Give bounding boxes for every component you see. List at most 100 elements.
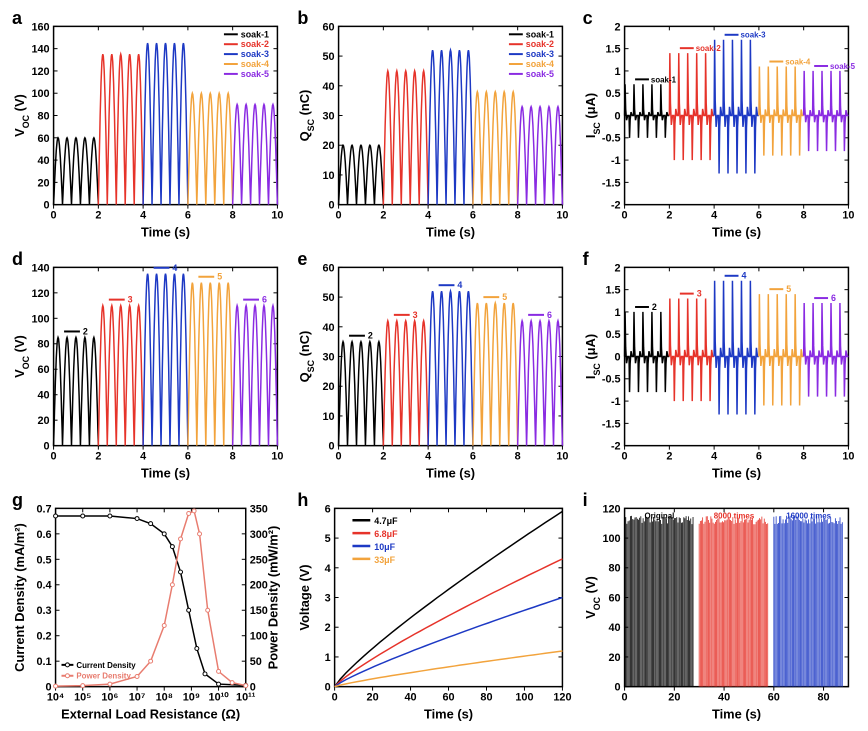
svg-text:20: 20 [323,381,335,393]
svg-text:VOC (V): VOC (V) [12,335,31,378]
svg-text:0: 0 [44,440,50,452]
panel-label-d: d [12,249,23,270]
svg-text:50: 50 [323,292,335,304]
svg-text:0: 0 [250,681,256,693]
panel-b: b02468100102030405060Time (s)QSC (nC)soa… [295,10,572,243]
svg-text:120: 120 [554,691,572,703]
svg-text:2: 2 [614,262,620,274]
svg-text:0: 0 [614,681,620,693]
svg-text:soak-1: soak-1 [526,29,554,39]
svg-text:ISC (μA): ISC (μA) [583,334,602,379]
svg-text:6: 6 [185,210,191,222]
svg-text:4: 4 [711,210,717,222]
svg-text:soak-5: soak-5 [241,69,269,79]
svg-text:50: 50 [323,51,335,63]
panel-label-g: g [12,490,23,511]
svg-text:10⁷: 10⁷ [129,691,146,703]
svg-text:Power Density (mW/m²): Power Density (mW/m²) [265,525,280,669]
svg-text:soak-2: soak-2 [526,39,554,49]
svg-text:10: 10 [323,170,335,182]
panel-h: h0204060801001200123456Time (s)Voltage (… [295,492,572,725]
svg-text:140: 140 [31,262,49,274]
svg-text:2: 2 [95,210,101,222]
svg-text:0.2: 0.2 [36,630,51,642]
svg-text:6: 6 [756,450,762,462]
panel-label-c: c [583,8,593,29]
panel-label-a: a [12,8,22,29]
panel-i: i020406080020406080100120Time (s)VOC (V)… [581,492,858,725]
svg-text:Original: Original [644,511,674,520]
svg-text:1: 1 [325,652,331,664]
svg-text:0: 0 [621,691,627,703]
svg-text:soak-2: soak-2 [695,44,721,53]
svg-text:60: 60 [38,133,50,145]
chart-grid: a0246810020406080100120140160Time (s)VOC… [10,10,858,721]
svg-text:soak-3: soak-3 [526,49,554,59]
svg-text:0.5: 0.5 [36,554,51,566]
svg-text:8: 8 [230,210,236,222]
svg-text:60: 60 [608,592,620,604]
svg-text:1: 1 [614,66,620,78]
svg-text:20: 20 [608,652,620,664]
svg-text:50: 50 [250,656,262,668]
svg-text:QSC (nC): QSC (nC) [297,90,316,142]
svg-text:-1: -1 [611,396,621,408]
svg-text:100: 100 [31,313,49,325]
svg-text:0.5: 0.5 [605,88,620,100]
svg-text:6: 6 [831,293,836,303]
svg-text:0: 0 [44,200,50,212]
svg-text:8: 8 [230,450,236,462]
svg-text:60: 60 [443,691,455,703]
svg-text:60: 60 [767,691,779,703]
svg-text:soak-5: soak-5 [526,69,554,79]
svg-text:Voltage (V): Voltage (V) [297,564,312,630]
svg-text:6: 6 [756,210,762,222]
svg-text:60: 60 [323,21,335,33]
svg-text:80: 80 [38,110,50,122]
svg-text:-1.5: -1.5 [602,177,621,189]
svg-text:80: 80 [38,339,50,351]
svg-text:40: 40 [323,81,335,93]
svg-text:80: 80 [817,691,829,703]
svg-text:10⁸: 10⁸ [156,691,173,703]
svg-text:6: 6 [325,503,331,515]
svg-text:10: 10 [323,411,335,423]
svg-text:External Load Resistance (Ω): External Load Resistance (Ω) [61,706,240,721]
svg-text:1.5: 1.5 [605,44,620,56]
svg-text:16000 times: 16000 times [786,511,831,520]
svg-text:0: 0 [329,440,335,452]
svg-text:0.4: 0.4 [36,579,51,591]
panel-g: g10⁴10⁵10⁶10⁷10⁸10⁹10¹⁰10¹¹00.10.20.30.4… [10,492,287,725]
svg-text:4.7μF: 4.7μF [375,516,399,526]
svg-text:140: 140 [31,44,49,56]
svg-text:-2: -2 [611,440,621,452]
svg-text:soak-1: soak-1 [241,29,269,39]
svg-text:8: 8 [800,210,806,222]
svg-text:soak-4: soak-4 [526,59,554,69]
svg-text:0.6: 0.6 [36,528,51,540]
panel-label-e: e [297,249,307,270]
svg-text:2: 2 [381,450,387,462]
svg-text:0: 0 [329,200,335,212]
svg-text:2: 2 [614,21,620,33]
svg-text:20: 20 [668,691,680,703]
svg-text:Time (s): Time (s) [141,224,190,239]
svg-text:2: 2 [83,326,88,336]
svg-text:-0.5: -0.5 [602,374,621,386]
svg-text:Current Density: Current Density [76,660,136,669]
panel-a: a0246810020406080100120140160Time (s)VOC… [10,10,287,243]
svg-text:60: 60 [323,262,335,274]
svg-text:10: 10 [271,210,283,222]
svg-text:0: 0 [614,110,620,122]
svg-text:0: 0 [332,691,338,703]
svg-text:30: 30 [323,110,335,122]
panel-f: f0246810-2-1.5-1-0.500.511.52Time (s)ISC… [581,251,858,484]
svg-text:0.7: 0.7 [36,503,51,515]
svg-text:4: 4 [172,263,177,273]
svg-text:2: 2 [666,450,672,462]
svg-text:soak-3: soak-3 [241,49,269,59]
svg-text:160: 160 [31,21,49,33]
svg-text:4: 4 [140,210,146,222]
svg-text:0: 0 [336,210,342,222]
svg-text:3: 3 [696,288,701,298]
